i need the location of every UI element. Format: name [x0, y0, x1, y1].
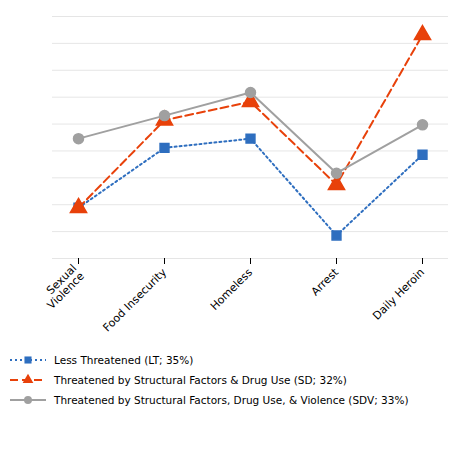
svg-text:SexualViolence: SexualViolence — [37, 262, 87, 312]
html-text:Threatened by Structural Facto: Threatened by Structural Factors & Drug … — [54, 374, 347, 386]
html-text:Threatened by Structural Facto: Threatened by Structural Factors, Drug U… — [54, 394, 409, 406]
svg-text:Arrest: Arrest — [309, 265, 342, 298]
svg-text:Homeless: Homeless — [208, 266, 255, 313]
svg-text:Food Insecurity: Food Insecurity — [101, 265, 170, 334]
svg-text:Daily Heroin: Daily Heroin — [370, 266, 427, 323]
html-text:Less Threatened (LT; 35%): Less Threatened (LT; 35%) — [54, 354, 194, 366]
